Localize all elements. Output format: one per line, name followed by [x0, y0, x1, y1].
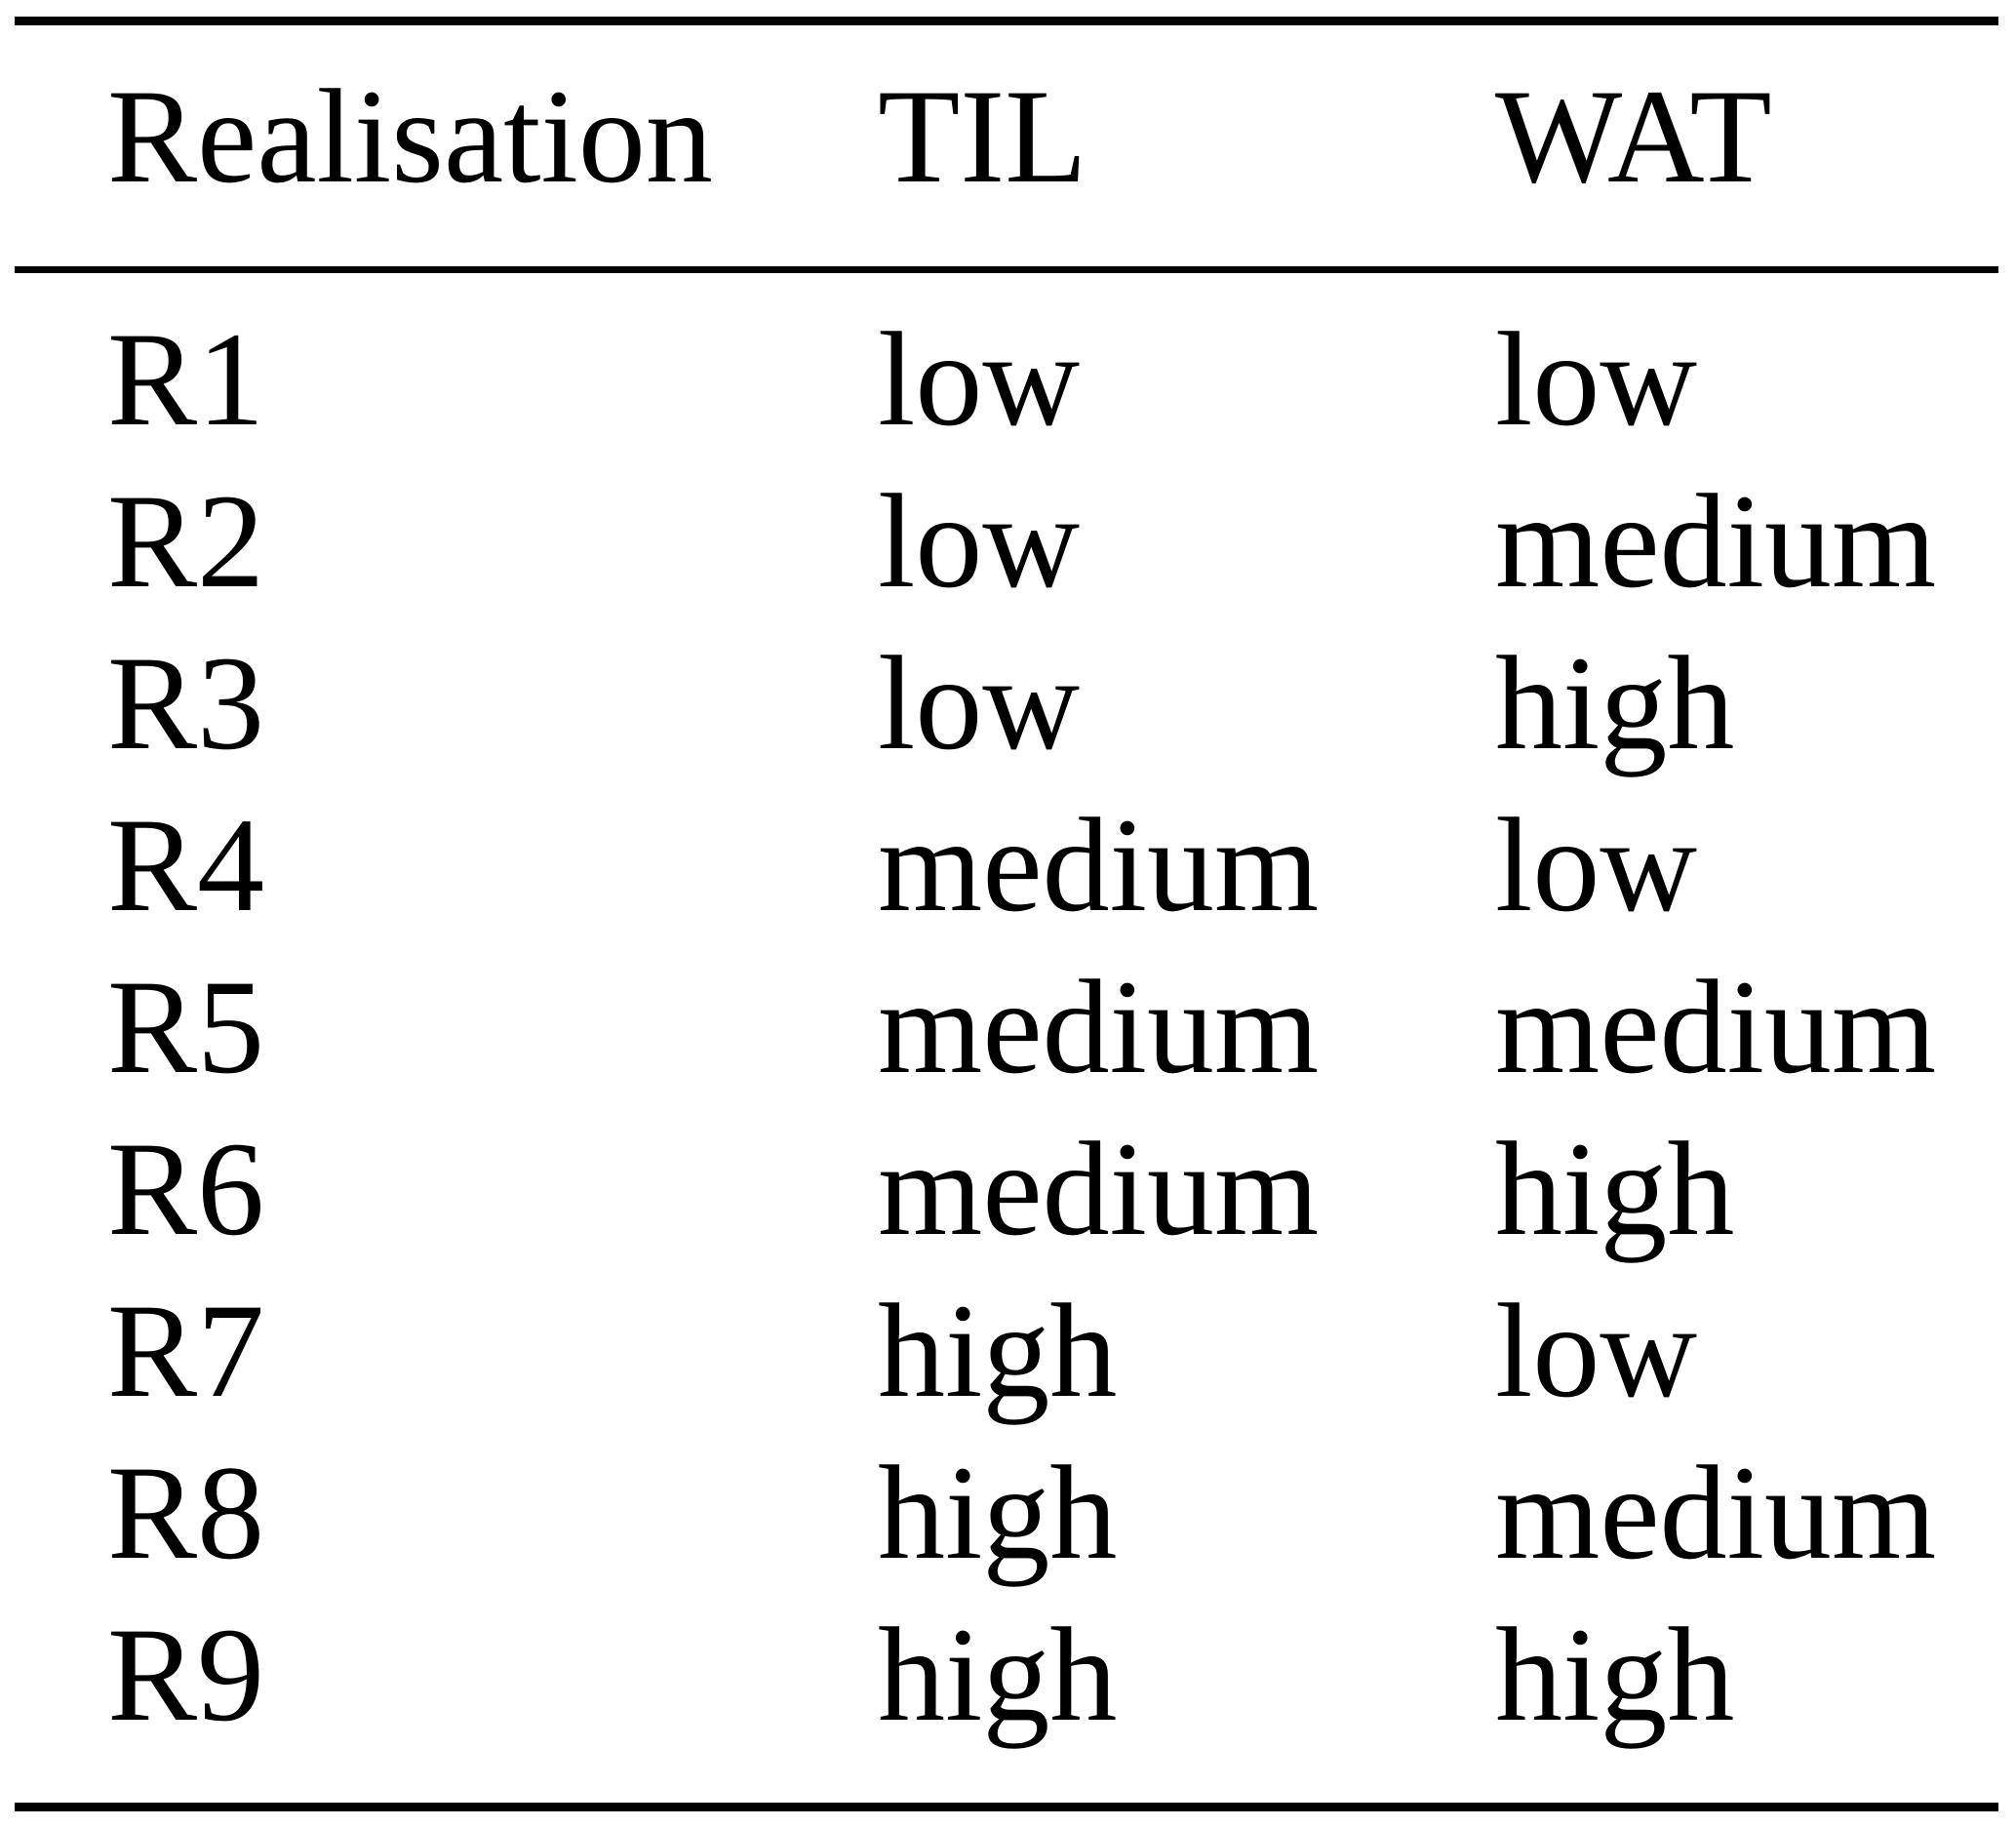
cell-til: high: [878, 1438, 1118, 1587]
table-body: R1 low low R2 low medium R3 low high R4 …: [15, 273, 1998, 1803]
cell-realisation: R1: [107, 304, 265, 454]
cell-wat: medium: [1495, 952, 1937, 1101]
cell-til: low: [878, 466, 1080, 616]
cell-realisation: R5: [107, 952, 265, 1101]
cell-til: low: [878, 304, 1080, 454]
cell-wat: high: [1495, 1114, 1735, 1263]
table-header-row: Realisation TIL WAT: [15, 25, 1998, 266]
cell-realisation: R4: [107, 790, 265, 939]
cell-realisation: R6: [107, 1114, 265, 1263]
table-mid-rule: [15, 266, 1998, 273]
column-header-til: TIL: [878, 60, 1087, 211]
cell-til: medium: [878, 1114, 1320, 1263]
cell-wat: medium: [1495, 466, 1937, 616]
table-top-rule: [15, 17, 1998, 25]
cell-wat: low: [1495, 304, 1697, 454]
table-row: R3 low high: [15, 622, 1998, 784]
cell-wat: low: [1495, 790, 1697, 939]
table-row: R9 high high: [15, 1594, 1998, 1756]
cell-wat: low: [1495, 1276, 1697, 1425]
cell-til: high: [878, 1600, 1118, 1749]
cell-til: high: [878, 1276, 1118, 1425]
column-header-wat: WAT: [1495, 60, 1772, 211]
cell-wat: high: [1495, 628, 1735, 777]
table-row: R2 low medium: [15, 460, 1998, 622]
table-row: R4 medium low: [15, 784, 1998, 946]
cell-realisation: R9: [107, 1600, 265, 1749]
table-row: R6 medium high: [15, 1108, 1998, 1270]
table-bottom-rule: [15, 1803, 1998, 1811]
cell-realisation: R3: [107, 628, 265, 777]
cell-realisation: R8: [107, 1438, 265, 1587]
cell-realisation: R7: [107, 1276, 265, 1425]
table-row: R1 low low: [15, 298, 1998, 460]
cell-wat: high: [1495, 1600, 1735, 1749]
cell-til: medium: [878, 952, 1320, 1101]
cell-realisation: R2: [107, 466, 265, 616]
table-row: R5 medium medium: [15, 946, 1998, 1108]
column-header-realisation: Realisation: [107, 60, 713, 211]
cell-wat: medium: [1495, 1438, 1937, 1587]
table-row: R8 high medium: [15, 1432, 1998, 1594]
cell-til: medium: [878, 790, 1320, 939]
cell-til: low: [878, 628, 1080, 777]
table-row: R7 high low: [15, 1270, 1998, 1432]
